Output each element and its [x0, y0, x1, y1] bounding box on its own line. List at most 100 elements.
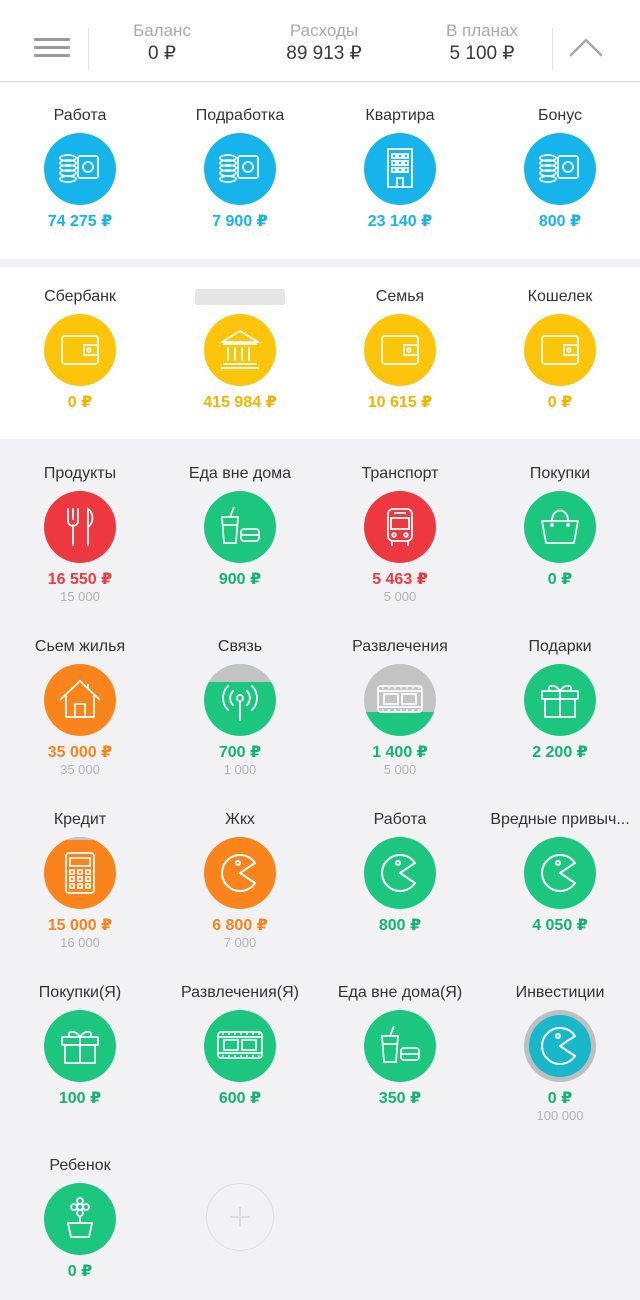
shopping-bag-icon	[541, 509, 579, 544]
expense-item-vrednye-privychki[interactable]: Вредные привыч... 4 050 ₽	[480, 810, 640, 936]
item-name: Подарки	[528, 638, 592, 655]
expense-item-kredit[interactable]: Кредит 15 000 ₽ 16 000	[0, 810, 160, 950]
item-amount: 23 140 ₽	[367, 213, 433, 230]
drink-burger-icon	[381, 1025, 420, 1063]
item-circle[interactable]	[44, 1183, 116, 1255]
item-amount: 0 ₽	[547, 1090, 573, 1107]
item-amount: 1 400 ₽	[372, 744, 428, 761]
account-item-sberbank[interactable]: Сбербанк 0 ₽	[0, 287, 160, 413]
item-circle[interactable]	[524, 491, 596, 563]
income-item-kvartira[interactable]: Квартира 23 140 ₽	[320, 106, 480, 232]
add-category-button[interactable]	[206, 1183, 274, 1251]
item-circle[interactable]	[44, 837, 116, 909]
expense-item-razvlecheniya-ya[interactable]: Развлечения(Я) 600 ₽	[160, 983, 320, 1109]
item-name: Квартира	[365, 107, 435, 124]
add-category-item[interactable]	[160, 1156, 320, 1251]
income-item-bonus[interactable]: Бонус 800 ₽	[480, 106, 640, 232]
expense-item-investicii[interactable]: Инвестиции 0 ₽ 100 000	[480, 983, 640, 1123]
header-divider	[552, 28, 553, 70]
account-item-koshelek[interactable]: Кошелек 0 ₽	[480, 287, 640, 413]
item-amount: 600 ₽	[218, 1090, 262, 1107]
expense-item-sem-zhilya[interactable]: Сьем жилья 35 000 ₽ 35 000	[0, 637, 160, 777]
item-circle[interactable]	[44, 664, 116, 736]
balance-label: Баланс	[133, 21, 191, 40]
hamburger-line	[34, 38, 70, 41]
item-circle[interactable]	[364, 837, 436, 909]
expense-item-eda-vne-doma-ya[interactable]: Еда вне дома(Я) 350 ₽	[320, 983, 480, 1109]
item-amount: 7 900 ₽	[212, 213, 268, 230]
item-circle[interactable]	[204, 837, 276, 909]
item-circle[interactable]	[524, 664, 596, 736]
expense-item-razvlecheniya[interactable]: Развлечения 1 400 ₽ 5 000	[320, 637, 480, 777]
balance-stat: Баланс 0 ₽	[82, 20, 242, 66]
expense-item-podarki[interactable]: Подарки 2 200 ₽	[480, 637, 640, 763]
item-amount: 800 ₽	[378, 917, 422, 934]
menu-button[interactable]	[34, 38, 70, 58]
item-circle[interactable]	[44, 133, 116, 205]
item-circle[interactable]	[524, 837, 596, 909]
item-amount: 0 ₽	[67, 394, 93, 411]
flower-pot-icon	[67, 1197, 93, 1238]
antenna-icon	[222, 685, 258, 721]
item-name: Сьем жилья	[34, 638, 126, 655]
item-name-blurred	[160, 287, 320, 307]
planned-label: В планах	[446, 21, 518, 40]
account-item-hidden[interactable]: 415 984 ₽	[160, 287, 320, 413]
expenses-value: 89 913 ₽	[286, 43, 362, 64]
expense-item-rabota[interactable]: Работа 800 ₽	[320, 810, 480, 936]
hamburger-line	[34, 46, 70, 49]
expense-item-rebenok[interactable]: Ребенок 0 ₽	[0, 1156, 160, 1282]
expense-item-produkty[interactable]: Продукты 16 550 ₽ 15 000	[0, 464, 160, 604]
expense-item-zhkh[interactable]: Жкх 6 800 ₽ 7 000	[160, 810, 320, 950]
item-circle[interactable]	[204, 1010, 276, 1082]
item-circle[interactable]	[524, 314, 596, 386]
item-circle[interactable]	[44, 314, 116, 386]
bus-icon	[387, 508, 413, 546]
coins-icon	[539, 154, 579, 183]
drink-burger-icon	[221, 506, 260, 544]
item-name: Еда вне дома	[188, 465, 292, 482]
expense-item-eda-vne-doma[interactable]: Еда вне дома 900 ₽	[160, 464, 320, 590]
item-limit: 100 000	[536, 1108, 584, 1123]
income-item-podrabotka[interactable]: Подработка 7 900 ₽	[160, 106, 320, 232]
item-circle[interactable]	[204, 133, 276, 205]
wallet-icon	[381, 335, 419, 365]
expense-item-pokupki-ya[interactable]: Покупки(Я) 100 ₽	[0, 983, 160, 1109]
income-item-rabota[interactable]: Работа 74 275 ₽	[0, 106, 160, 232]
item-circle[interactable]	[44, 1010, 116, 1082]
item-name: Инвестиции	[515, 984, 605, 1001]
item-circle[interactable]	[204, 491, 276, 563]
item-circle[interactable]	[364, 491, 436, 563]
item-circle[interactable]	[364, 664, 436, 736]
summary-header: Баланс 0 ₽ Расходы 89 913 ₽ В планах 5 1…	[0, 0, 640, 82]
fork-knife-icon	[67, 507, 94, 546]
item-amount: 15 000 ₽	[47, 917, 113, 934]
item-circle[interactable]	[44, 491, 116, 563]
item-circle[interactable]	[524, 133, 596, 205]
expense-item-pokupki[interactable]: Покупки 0 ₽	[480, 464, 640, 590]
account-item-semya[interactable]: Семья 10 615 ₽	[320, 287, 480, 413]
item-amount: 74 275 ₽	[47, 213, 113, 230]
item-amount: 16 550 ₽	[47, 571, 113, 588]
item-name: Работа	[373, 811, 427, 828]
item-circle[interactable]	[364, 1010, 436, 1082]
item-circle[interactable]	[364, 314, 436, 386]
item-limit: 16 000	[60, 935, 100, 950]
item-circle[interactable]	[524, 1010, 596, 1082]
collapse-button[interactable]	[568, 36, 604, 58]
item-amount: 800 ₽	[538, 213, 582, 230]
progress-remaining	[44, 837, 116, 840]
item-name: Транспорт	[361, 465, 439, 482]
item-name: Развлечения(Я)	[181, 984, 299, 1001]
item-limit: 35 000	[60, 762, 100, 777]
expense-item-transport[interactable]: Транспорт 5 463 ₽ 5 000	[320, 464, 480, 604]
item-circle[interactable]	[204, 664, 276, 736]
item-amount: 350 ₽	[378, 1090, 422, 1107]
pacman-icon	[221, 854, 256, 892]
item-name: Развлечения	[352, 638, 448, 655]
expense-item-svyaz[interactable]: Связь 700 ₽ 1 000	[160, 637, 320, 777]
item-circle[interactable]	[364, 133, 436, 205]
item-limit: 15 000	[60, 589, 100, 604]
pacman-icon	[541, 854, 576, 892]
item-circle[interactable]	[204, 314, 276, 386]
